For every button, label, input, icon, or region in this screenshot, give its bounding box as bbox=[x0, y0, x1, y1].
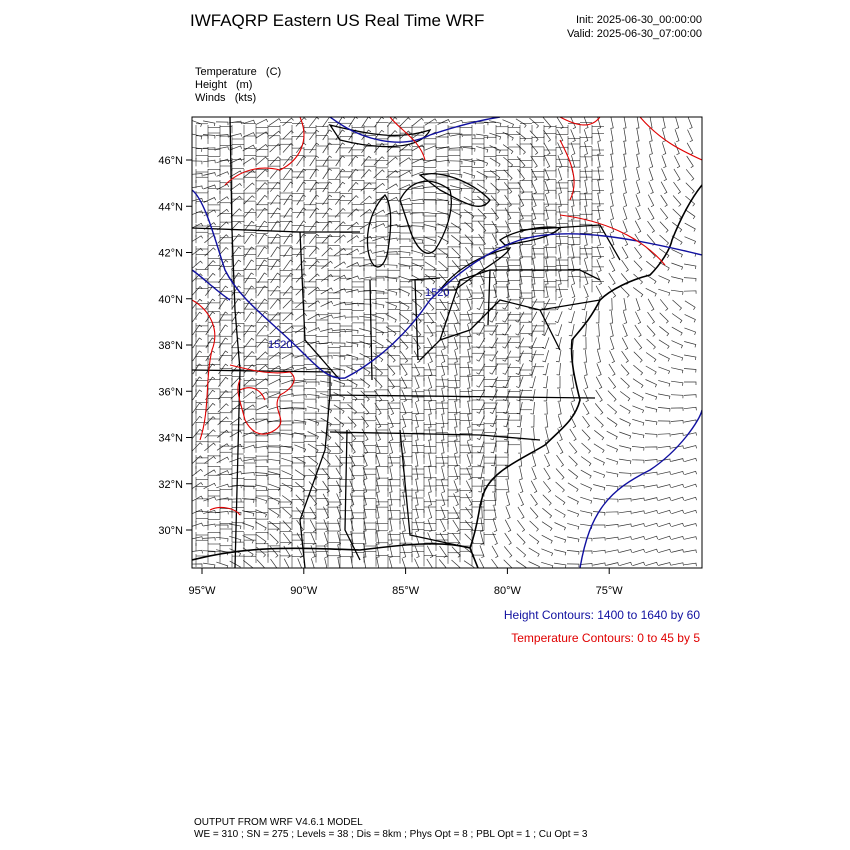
lat-label: 32°N bbox=[158, 479, 183, 491]
contour-label: 1520 bbox=[425, 287, 449, 299]
axis-ticks: 46°N 44°N 42°N 40°N 38°N 36°N 34°N 32°N 30°N 95°W… bbox=[158, 155, 623, 597]
temperature-contours bbox=[192, 117, 702, 516]
footer-line: OUTPUT FROM WRF V4.6.1 MODEL bbox=[194, 817, 363, 828]
lon-label: 85°W bbox=[392, 585, 420, 597]
lat-label: 40°N bbox=[158, 294, 183, 306]
coastline bbox=[192, 184, 702, 568]
map-body: 1520 1520 bbox=[192, 117, 702, 568]
lat-label: 34°N bbox=[158, 433, 183, 445]
lon-label: 95°W bbox=[188, 585, 216, 597]
lon-label: 75°W bbox=[596, 585, 624, 597]
state-borders bbox=[192, 117, 621, 568]
footer-line: WE = 310 ; SN = 275 ; Levels = 38 ; Dis … bbox=[194, 829, 588, 840]
lat-label: 30°N bbox=[158, 525, 183, 537]
height-contours bbox=[192, 117, 702, 568]
lat-label: 44°N bbox=[158, 201, 183, 213]
lat-label: 38°N bbox=[158, 340, 183, 352]
lon-label: 80°W bbox=[494, 585, 522, 597]
contour-label: 1520 bbox=[268, 339, 292, 351]
wind-barbs bbox=[192, 117, 697, 568]
lat-label: 46°N bbox=[158, 155, 183, 167]
valid-time: Valid: 2025-06-30_07:00:00 bbox=[567, 28, 702, 40]
map-frame bbox=[191, 116, 703, 569]
lat-label: 36°N bbox=[158, 386, 183, 398]
field-label: Winds (kts) bbox=[195, 92, 256, 104]
title: IWFAQRP Eastern US Real Time WRF bbox=[190, 11, 484, 30]
temperature-legend: Temperature Contours: 0 to 45 by 5 bbox=[511, 631, 700, 645]
field-label: Height (m) bbox=[195, 79, 252, 91]
field-label: Temperature (C) bbox=[195, 66, 281, 78]
height-legend: Height Contours: 1400 to 1640 by 60 bbox=[504, 608, 700, 622]
county-borders bbox=[195, 122, 604, 568]
lat-label: 42°N bbox=[158, 248, 183, 260]
init-time: Init: 2025-06-30_00:00:00 bbox=[576, 14, 702, 26]
lon-label: 90°W bbox=[290, 585, 318, 597]
